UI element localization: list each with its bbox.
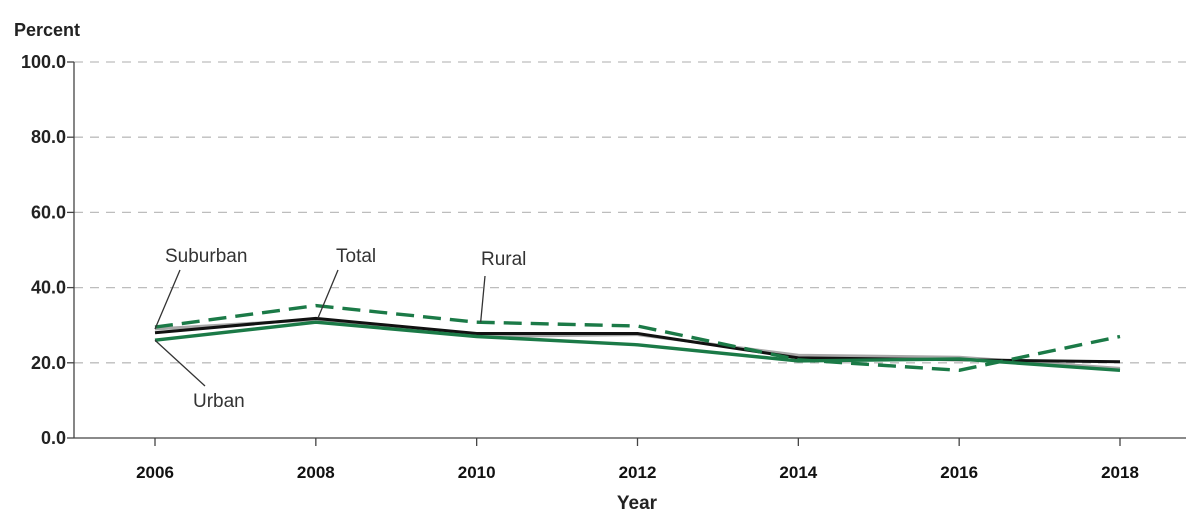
x-tick-label: 2014 <box>779 463 817 482</box>
x-tick-label: 2012 <box>619 463 657 482</box>
annotation-leader <box>154 269 181 330</box>
x-tick-label: 2018 <box>1101 463 1139 482</box>
series-line-urban <box>154 320 1121 372</box>
y-tick-label: 20.0 <box>31 353 66 373</box>
x-tick-label: 2010 <box>458 463 496 482</box>
y-tick-label: 40.0 <box>31 278 66 298</box>
x-tick-label: 2016 <box>940 463 978 482</box>
annotations: Suburban Total Rural Urban <box>154 246 526 412</box>
y-tick-label: 100.0 <box>21 52 66 72</box>
y-tick-label: 0.0 <box>41 428 66 448</box>
x-axis-title: Year <box>617 493 658 514</box>
annotation-leader <box>480 275 486 323</box>
series-line-rural <box>154 303 1121 372</box>
x-tick-label: 2006 <box>136 463 174 482</box>
annotation-total: Total <box>336 246 376 267</box>
x-tick-label: 2008 <box>297 463 335 482</box>
y-axis-title: Percent <box>14 20 80 40</box>
y-tick-label: 60.0 <box>31 202 66 222</box>
x-axis-ticks: 2006 2008 2010 2012 2014 2016 2018 <box>136 438 1139 482</box>
y-axis-ticks: 0.0 20.0 40.0 60.0 80.0 100.0 <box>21 52 74 448</box>
annotation-urban: Urban <box>193 391 245 412</box>
annotation-suburban: Suburban <box>165 246 247 267</box>
axes <box>73 62 1186 439</box>
annotation-leader <box>317 269 339 319</box>
annotation-leader <box>154 339 206 387</box>
gridlines <box>74 61 1186 364</box>
series-lines <box>154 303 1121 372</box>
y-tick-label: 80.0 <box>31 127 66 147</box>
annotation-rural: Rural <box>481 249 526 270</box>
